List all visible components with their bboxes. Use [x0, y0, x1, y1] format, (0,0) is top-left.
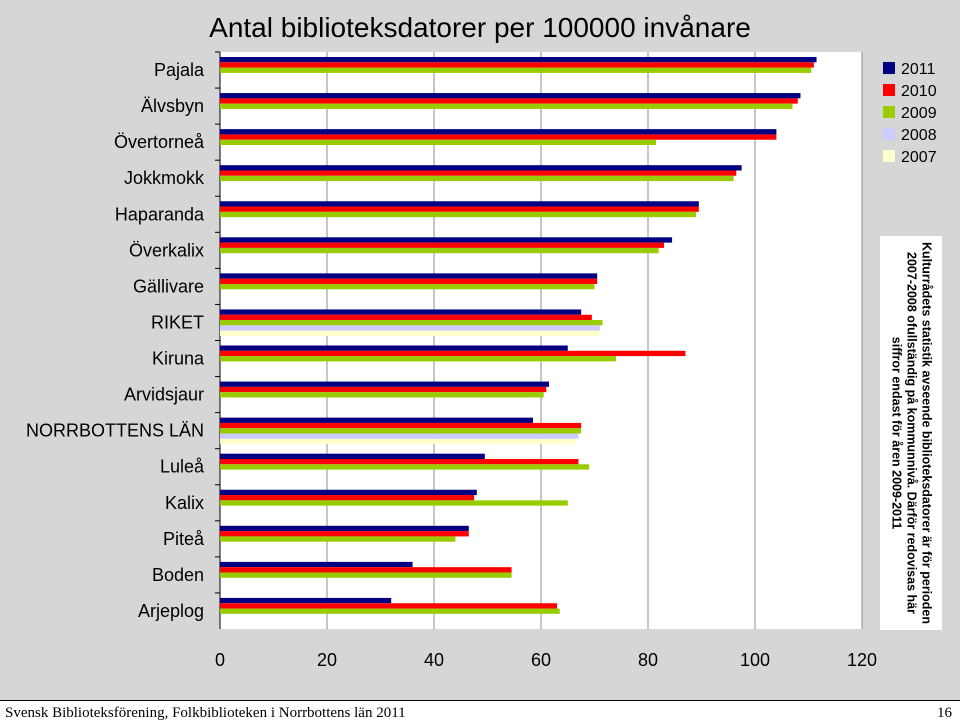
category-label: Kiruna [152, 349, 205, 369]
bar-2010 [220, 206, 699, 212]
legend-swatch-2010 [883, 84, 895, 96]
note-text: Kulturrådets statistik avseende bibliote… [889, 241, 934, 625]
category-label: Pajala [154, 60, 205, 80]
category-label: Överkalix [129, 240, 204, 260]
category-label: Gällivare [133, 276, 204, 296]
bar-2010 [220, 422, 582, 429]
x-tick-label: 80 [638, 650, 658, 670]
footer: Svensk Biblioteksförening, Folkbibliotek… [0, 700, 960, 726]
bar-2007 [220, 330, 600, 336]
bar-2009 [220, 356, 616, 362]
x-tick-label: 0 [215, 650, 225, 670]
category-label: Övertorneå [114, 132, 205, 152]
category-label: RIKET [151, 312, 204, 332]
category-label: NORRBOTTENS LÄN [26, 421, 204, 441]
bar-2009 [220, 428, 582, 434]
bar-2011 [220, 453, 485, 459]
bar-2009 [220, 464, 590, 470]
bar-2010 [220, 278, 598, 284]
x-tick-label: 20 [317, 650, 337, 670]
bar-2009 [220, 139, 657, 146]
legend-label: 2011 [901, 61, 936, 78]
category-label: Haparanda [115, 204, 205, 224]
legend-swatch-2008 [883, 128, 895, 140]
x-tick-label: 120 [847, 650, 877, 670]
bar-chart: 0 20 40 60 80 100 120 Pajala Älvsbyn Övertorneå Jo… [26, 51, 937, 670]
category-label: Kalix [165, 493, 204, 513]
x-tick-label: 40 [424, 650, 444, 670]
bar-2010 [220, 603, 558, 609]
bar-2011 [220, 129, 777, 135]
bar-2011 [220, 381, 550, 387]
bar-2011 [220, 201, 699, 207]
bar-2010 [220, 567, 512, 573]
chart-title: Antal biblioteksdatorer per 100000 invån… [209, 12, 751, 43]
bar-2011 [220, 165, 742, 171]
bar-2011 [220, 597, 392, 604]
bar-2011 [220, 309, 582, 315]
legend-swatch-2007 [883, 150, 895, 162]
legend-swatch-2011 [883, 62, 895, 74]
bar-2009 [220, 67, 812, 73]
bar-2009 [220, 320, 603, 326]
bar-2009 [220, 283, 595, 290]
category-label: Boden [152, 565, 204, 585]
bar-2009 [220, 536, 456, 542]
category-label: Älvsbyn [141, 96, 204, 116]
note-box [880, 236, 942, 630]
footer-source: Svensk Biblioteksförening, Folkbibliotek… [5, 705, 406, 721]
bar-2010 [220, 314, 592, 321]
bar-2011 [220, 561, 413, 568]
x-tick-label: 100 [740, 650, 770, 670]
bar-2011 [220, 237, 673, 243]
bar-2010 [220, 386, 547, 393]
bar-2007 [220, 438, 576, 445]
x-tick-label: 60 [531, 650, 551, 670]
bar-2009 [220, 392, 544, 398]
bar-2010 [220, 458, 579, 465]
bar-2010 [220, 170, 737, 176]
bar-2011 [220, 57, 817, 63]
bar-2010 [220, 531, 469, 537]
legend-label: 2010 [901, 83, 937, 100]
bar-2011 [220, 273, 598, 279]
bar-2010 [220, 134, 777, 140]
bar-2009 [220, 608, 560, 614]
bar-2008 [220, 325, 600, 331]
category-label: Piteå [163, 529, 205, 549]
bar-2011 [220, 345, 568, 351]
category-label: Jokkmokk [124, 168, 205, 188]
bar-2010 [220, 62, 814, 68]
bar-2010 [220, 495, 475, 501]
bar-2009 [220, 500, 568, 506]
category-label: Arjeplog [138, 601, 204, 621]
bar-2009 [220, 572, 512, 578]
bar-2009 [220, 103, 793, 109]
bar-2008 [220, 433, 579, 439]
bar-2009 [220, 175, 734, 182]
category-label: Luleå [160, 457, 205, 477]
legend-swatch-2009 [883, 106, 895, 118]
page-number: 16 [937, 705, 952, 721]
legend-label: 2008 [901, 127, 937, 144]
legend-label: 2009 [901, 105, 937, 122]
bar-2011 [220, 489, 477, 496]
bar-2010 [220, 242, 665, 248]
bar-2009 [220, 211, 697, 218]
bar-2011 [220, 525, 469, 532]
category-label: Arvidsjaur [124, 385, 204, 405]
bar-2010 [220, 98, 798, 104]
bar-2011 [220, 93, 801, 99]
bar-2011 [220, 417, 533, 423]
bar-2009 [220, 247, 659, 254]
legend-label: 2007 [901, 149, 937, 166]
bar-2010 [220, 350, 686, 357]
